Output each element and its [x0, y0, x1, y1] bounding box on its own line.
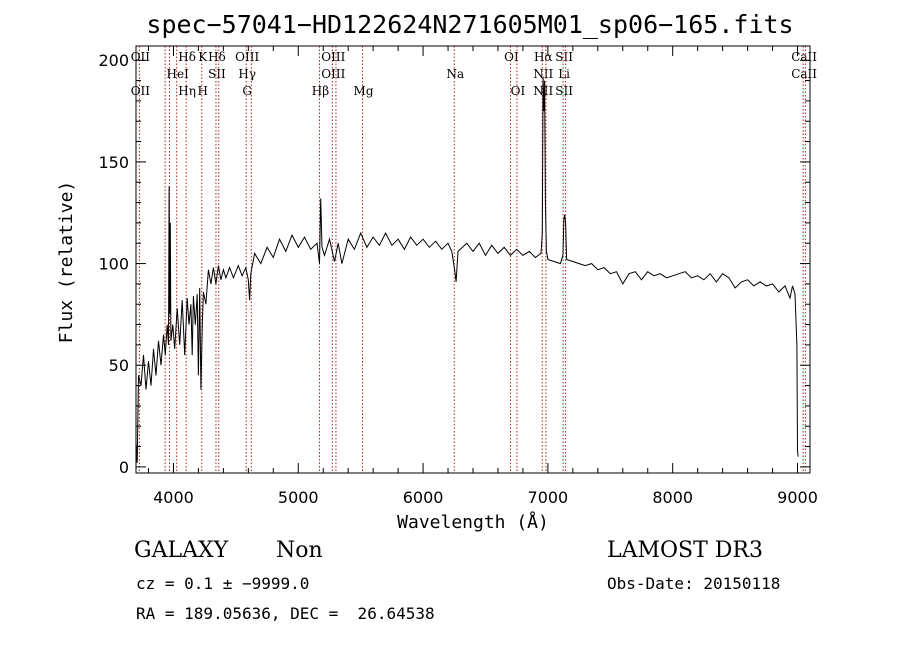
y-tick-label: 200: [98, 51, 129, 70]
line-label-bot: G: [242, 84, 252, 98]
line-label-bot: Mg: [354, 84, 374, 98]
x-tick-label: 7000: [528, 488, 569, 507]
line-label-mid: OIII: [321, 67, 345, 81]
spectrum-chart: spec−57041−HD122624N271605M01_sp06−165.f…: [56, 10, 818, 533]
line-label-top: OII: [131, 50, 151, 64]
line-label-bot: SII: [555, 84, 573, 98]
emission-line-markers: OII OII Hδ Hη HeI K H Hδ SII OIII Hγ G Hβ OIII OIII Mg N…: [131, 46, 817, 473]
line-label-top: OIII: [235, 50, 259, 64]
chart-title: spec−57041−HD122624N271605M01_sp06−165.f…: [146, 10, 793, 39]
line-label-top: SII: [555, 50, 573, 64]
line-label-mid: CaII: [791, 67, 817, 81]
line-label-mid: NII: [533, 67, 553, 81]
line-label-bot: Hβ: [312, 84, 329, 98]
line-label-mid: SII: [208, 67, 226, 81]
coordinates: RA = 189.05636, DEC = 26.64538: [136, 604, 435, 623]
x-axis-label: Wavelength (Å): [397, 511, 549, 533]
redshift-text: cz = 0.1 ± −9999.0: [136, 574, 310, 593]
line-label-mid: Hγ: [238, 67, 256, 81]
line-label-bot: OII: [131, 84, 151, 98]
line-label-top: OI: [504, 50, 519, 64]
line-label-bot: Hη: [178, 84, 196, 98]
x-tick-label: 6000: [403, 488, 444, 507]
line-label-top: CaII: [791, 50, 817, 64]
spectrum-line: [135, 76, 799, 463]
line-label-top: Hδ: [178, 50, 196, 64]
y-tick-label: 50: [109, 356, 129, 375]
x-tick-label: 8000: [652, 488, 693, 507]
line-label-mid: Li: [558, 67, 570, 81]
y-tick-label: 100: [98, 255, 129, 274]
line-label-bot: H: [198, 84, 208, 98]
line-label-top: K: [198, 50, 208, 64]
survey-name: LAMOST DR3: [607, 538, 763, 563]
x-tick-label: 4000: [153, 488, 194, 507]
spectrum-series: [135, 76, 799, 463]
x-tick-label: 5000: [278, 488, 319, 507]
y-axis-label: Flux (relative): [56, 181, 77, 344]
y-tick-label: 150: [98, 153, 129, 172]
plot-frame: [135, 45, 811, 474]
line-label-top: Hδ: [208, 50, 226, 64]
object-subclass: Non: [276, 538, 323, 563]
line-label-top: OIII: [321, 50, 345, 64]
x-tick-label: 9000: [777, 488, 818, 507]
obs-date: Obs-Date: 20150118: [607, 574, 781, 593]
line-label-bot: OI: [511, 84, 526, 98]
line-label-top: Hα: [534, 50, 553, 64]
plot-axes: 4000 5000 6000 7000 8000 9000 0 50 100 150 200: [98, 45, 818, 507]
line-label-mid: Na: [446, 67, 464, 81]
line-label-mid: HeI: [167, 67, 190, 81]
object-class: GALAXY: [134, 538, 229, 563]
y-tick-label: 0: [119, 458, 129, 477]
